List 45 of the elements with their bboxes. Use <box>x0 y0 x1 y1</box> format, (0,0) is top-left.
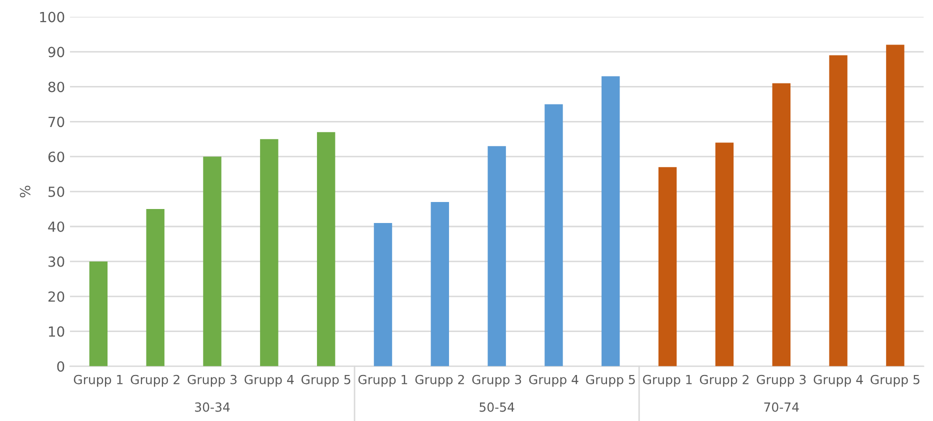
y-tick-label: 90 <box>48 46 64 58</box>
x-tick-label: Grupp 1 <box>74 374 123 387</box>
bar <box>89 261 108 366</box>
y-tick-label: 70 <box>48 116 64 128</box>
bar <box>715 142 734 366</box>
bar <box>772 83 790 366</box>
y-tick-label: 80 <box>48 82 64 92</box>
bar <box>658 167 677 366</box>
bar <box>374 223 392 366</box>
bar <box>430 202 450 366</box>
bar <box>146 209 164 366</box>
x-tick-label: Grupp 4 <box>814 374 863 387</box>
x-tick-label: Grupp 4 <box>529 374 578 387</box>
y-tick-label: 30 <box>48 256 64 267</box>
y-tick-label: 50 <box>48 186 64 198</box>
y-tick-label: 100 <box>40 12 64 22</box>
x-tick-label: Grupp 5 <box>586 374 635 387</box>
bar <box>829 55 848 366</box>
y-axis-title: % <box>20 186 30 198</box>
x-tick-label: Grupp 5 <box>302 374 350 387</box>
x-tick-label: Grupp 2 <box>415 374 464 387</box>
bar <box>544 104 563 366</box>
x-tick-label: Grupp 4 <box>244 374 294 387</box>
text: 70-74 <box>764 402 799 412</box>
y-tick-label: 20 <box>48 291 64 302</box>
bar <box>316 132 336 366</box>
text: 30-34 <box>195 402 230 412</box>
x-tick-label: Grupp 3 <box>756 374 806 387</box>
x-tick-label: Grupp 3 <box>188 374 237 387</box>
x-tick-label: Grupp 3 <box>472 374 522 387</box>
y-tick-label: 60 <box>48 152 64 162</box>
bar <box>260 139 278 366</box>
x-tick-label: Grupp 2 <box>700 374 748 387</box>
y-tick-label: 0 <box>57 361 64 372</box>
bar <box>488 146 506 366</box>
y-tick-label: 10 <box>48 326 64 337</box>
bar <box>886 44 904 366</box>
x-tick-label: Grupp 5 <box>870 374 920 387</box>
y-tick-label: 40 <box>48 221 64 232</box>
bar <box>602 76 620 366</box>
text: 50-54 <box>480 402 514 412</box>
x-tick-label: Grupp 2 <box>130 374 180 387</box>
x-tick-label: Grupp 1 <box>358 374 408 387</box>
x-tick-label: Grupp 1 <box>642 374 692 387</box>
bar <box>203 156 222 366</box>
